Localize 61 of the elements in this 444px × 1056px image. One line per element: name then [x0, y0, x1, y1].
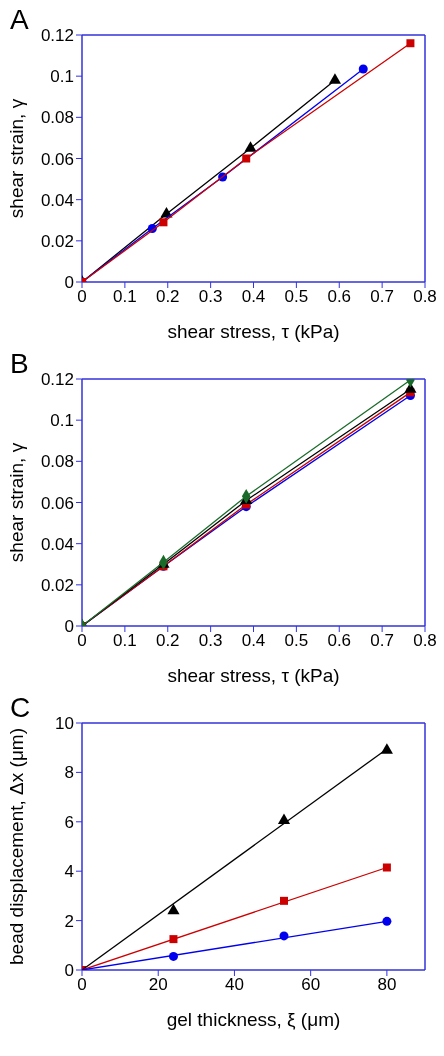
- y-tick-label: 0.1: [50, 411, 74, 431]
- y-tick-label: 0.02: [40, 575, 74, 595]
- x-axis-title: gel thickness, ξ (μm): [166, 1009, 341, 1030]
- point: [328, 73, 342, 84]
- y-axis-title: bead displacement, Δx (μm): [5, 728, 27, 965]
- point: [167, 903, 180, 915]
- y-tick-label: 6: [64, 812, 74, 832]
- x-tick-label: 0.7: [370, 631, 394, 651]
- x-tick-label: 40: [224, 975, 244, 995]
- y-tick-label: 0.12: [40, 370, 74, 390]
- x-tick-label: 0.3: [198, 287, 223, 307]
- x-tick-label: 0.6: [327, 287, 352, 307]
- y-axis-title: shear strain, γ: [5, 98, 27, 219]
- chart-title: C: [10, 692, 31, 724]
- chart-title: B: [10, 348, 29, 380]
- x-tick-label: 0.5: [284, 287, 309, 307]
- y-tick-label: 0.08: [40, 108, 74, 128]
- x-axis-title: shear stress, τ (kPa): [167, 321, 340, 342]
- x-tick-label: 20: [148, 975, 168, 995]
- x-tick-label: 0: [77, 975, 87, 995]
- x-tick-label: 0: [77, 287, 87, 307]
- x-axis-title: shear stress, τ (kPa): [167, 665, 340, 686]
- chart-title: A: [10, 4, 29, 36]
- y-tick-label: 0.08: [40, 452, 74, 472]
- y-tick-label: 0.06: [40, 493, 74, 513]
- y-tick-label: 2: [64, 911, 74, 931]
- x-tick-label: 0: [77, 631, 87, 651]
- point: [244, 141, 257, 152]
- x-tick-label: 0.7: [370, 287, 394, 307]
- x-tick-label: 0.2: [155, 287, 180, 307]
- y-axis-title: shear strain, γ: [5, 442, 27, 563]
- y-tick-label: 0.02: [40, 231, 74, 251]
- y-tick-label: 0.12: [40, 26, 74, 46]
- x-tick-label: 80: [377, 975, 397, 995]
- x-tick-label: 0.8: [413, 631, 437, 651]
- x-tick-label: 0.5: [284, 631, 309, 651]
- x-tick-label: 0.4: [241, 631, 266, 651]
- y-tick-label: 10: [55, 714, 74, 734]
- x-tick-label: 0.1: [113, 287, 137, 307]
- y-tick-label: 0: [64, 273, 74, 293]
- point: [382, 863, 391, 872]
- y-tick-label: 0: [64, 961, 74, 981]
- y-tick-label: 0: [64, 617, 74, 637]
- y-tick-label: 8: [64, 763, 74, 783]
- point: [242, 154, 251, 163]
- y-tick-label: 0.1: [50, 67, 74, 87]
- point: [159, 218, 168, 227]
- point: [380, 743, 393, 754]
- x-tick-label: 0.6: [327, 631, 352, 651]
- point: [358, 64, 368, 74]
- x-tick-label: 0.3: [198, 631, 223, 651]
- y-tick-label: 0.04: [40, 190, 74, 210]
- x-tick-label: 0.1: [113, 631, 137, 651]
- y-tick-label: 4: [64, 862, 74, 882]
- y-tick-label: 0.04: [40, 534, 74, 554]
- y-tick-label: 0.06: [40, 149, 74, 169]
- x-tick-label: 0.2: [155, 631, 180, 651]
- x-tick-label: 60: [301, 975, 321, 995]
- x-tick-label: 0.4: [241, 287, 266, 307]
- point: [406, 39, 415, 48]
- x-tick-label: 0.8: [413, 287, 437, 307]
